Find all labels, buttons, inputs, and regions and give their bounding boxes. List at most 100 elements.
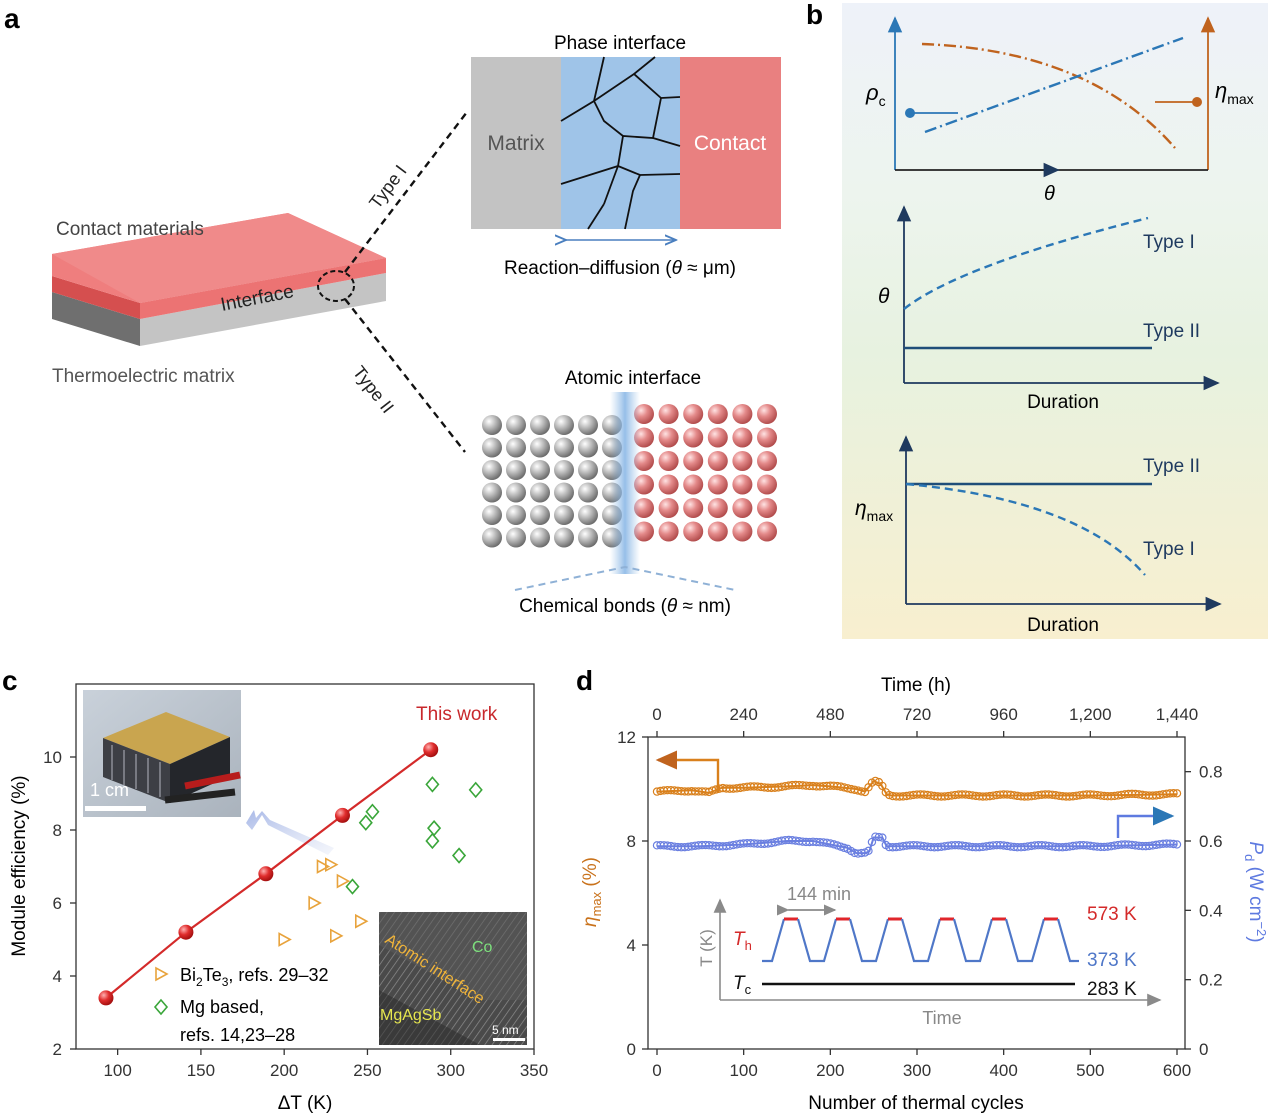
matrix-atom	[578, 415, 598, 435]
eta-max-marker	[1169, 789, 1178, 798]
contact-atom	[658, 451, 679, 471]
x-tick-label: 300	[437, 1061, 465, 1080]
contact-atom	[732, 474, 753, 495]
thermoelectric-matrix-label: Thermoelectric matrix	[52, 366, 235, 387]
slab-contact-front-right	[140, 258, 386, 319]
plot-d-xlabel: Number of thermal cycles	[808, 1093, 1023, 1114]
contact-atom	[683, 498, 704, 518]
chemical-bonds-bracket	[514, 565, 736, 591]
panel-label-b: b	[806, 0, 823, 30]
plot-d-x2label: Time (h)	[881, 675, 951, 696]
bot-type1-label: Type I	[1143, 539, 1195, 560]
bi2te3-point	[330, 928, 344, 944]
wire-red	[184, 771, 241, 790]
mg-based-point	[358, 814, 373, 831]
x-tick-label: 250	[353, 1061, 381, 1080]
plot-c-legend: Bi2Te3, refs. 29–32 Mg based, refs. 14,2…	[153, 965, 328, 1045]
contact-atom	[757, 451, 777, 471]
phase-contact-region	[680, 57, 781, 229]
eta-axis-arrow	[655, 750, 720, 793]
contact-atom	[732, 498, 753, 518]
this-work-point	[423, 742, 439, 758]
wire-black	[164, 788, 236, 804]
pd-marker	[864, 846, 873, 856]
mid-type1-curve	[903, 216, 1149, 310]
mid-theta-label: θ	[878, 285, 890, 308]
contact-atom	[658, 498, 679, 518]
th-ramp-up	[970, 918, 994, 963]
tem-co-region	[379, 912, 527, 1000]
bot-duration-label: Duration	[1027, 615, 1099, 636]
contact-atom	[683, 427, 704, 448]
matrix-atom	[506, 482, 526, 503]
hot-temp-label: 573 K	[1087, 904, 1137, 925]
matrix-atom	[530, 482, 550, 503]
th-ramp-up	[762, 918, 786, 963]
plot-d-frame	[647, 736, 1186, 1050]
matrix-atom	[530, 460, 550, 480]
matrix-atom	[578, 527, 598, 548]
panel-a: a Contact materials Interface Thermoelec…	[4, 3, 781, 617]
tem-image-inset: Co Atomic interface MgAgSb 5 nm	[379, 912, 527, 1045]
cold-temp-label: 283 K	[1087, 979, 1137, 1000]
legend-triangle-marker	[155, 966, 169, 982]
th-ramp-down	[1056, 918, 1074, 963]
contact-atom	[658, 474, 679, 495]
contact-atom	[683, 521, 704, 542]
matrix-atom	[554, 482, 574, 503]
y-tick-label: 10	[43, 748, 62, 767]
th-ramp-down	[900, 918, 918, 963]
y2-tick-label: 0	[1199, 1040, 1208, 1059]
bi2te3-point	[325, 857, 339, 873]
slab-top-face	[52, 213, 386, 303]
x-tick-label: 400	[989, 1061, 1017, 1080]
zoom-line-type2	[344, 298, 466, 453]
matrix-atom	[554, 460, 574, 480]
tem-co-label: Co	[472, 939, 493, 956]
matrix-atom	[578, 482, 598, 503]
bi2te3-point	[354, 913, 369, 929]
contact-atom	[707, 404, 728, 424]
y-tick-label: 4	[627, 936, 636, 955]
type1-label: Type I	[365, 161, 410, 212]
slab-matrix-front-right	[140, 273, 386, 346]
matrix-atom	[482, 460, 502, 480]
contact-atom	[707, 474, 728, 495]
eta-max-marker	[871, 776, 880, 786]
contact-atom	[683, 451, 704, 471]
contact-atom	[757, 521, 777, 542]
plot-d-marks	[652, 776, 1182, 858]
legend-mg-line1: Mg based,	[180, 997, 264, 1017]
matrix-atom	[482, 482, 502, 503]
th-ramp-up	[1022, 918, 1046, 963]
matrix-atom	[530, 505, 550, 525]
rho-c-label: ρc	[865, 80, 886, 109]
top-theta-label: θ	[1044, 183, 1055, 205]
contact-atom	[658, 427, 679, 448]
mid-temp-label: 373 K	[1087, 950, 1137, 971]
contact-atom	[658, 521, 679, 542]
contact-atom	[757, 474, 777, 495]
mid-duration-label: Duration	[1027, 392, 1099, 413]
matrix-atom	[554, 505, 574, 525]
bi2te3-point	[316, 859, 331, 874]
matrix-atom	[506, 437, 526, 458]
mg-based-point	[452, 847, 467, 864]
contact-atom	[707, 427, 728, 448]
module-photo-inset: 1 cm	[83, 690, 241, 817]
matrix-atom	[506, 415, 526, 435]
contact-atom	[757, 498, 777, 518]
module-right-side	[170, 737, 230, 803]
mg-based-point	[468, 781, 483, 799]
th-label: Th	[733, 929, 752, 953]
y2-tick-label: 0.6	[1199, 832, 1223, 851]
tc-label: Tc	[733, 973, 752, 997]
contact-atom	[658, 404, 679, 424]
reaction-diffusion-caption: Reaction–diffusion (θ ≈ μm)	[504, 258, 736, 279]
y2-tick-label: 0.2	[1199, 971, 1223, 990]
x2-tick-label: 0	[652, 705, 661, 724]
this-work-point	[178, 924, 194, 940]
x-tick-label: 100	[729, 1061, 757, 1080]
